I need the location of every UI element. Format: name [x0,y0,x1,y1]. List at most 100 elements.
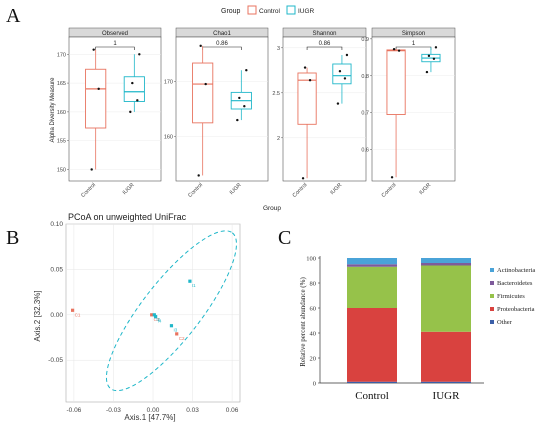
data-point [197,174,200,177]
legend-swatch [490,320,494,324]
data-point [392,47,396,51]
y-tick-label: 0.7 [361,111,369,117]
stack-segment-proteobacteria [421,331,471,382]
legend-swatch [490,281,494,285]
stack-segment-proteobacteria [347,308,397,382]
y-tick-label: 150 [57,167,66,173]
y-tick-label: 170 [164,79,173,85]
alpha-x-axis-label: Group [263,205,281,212]
box-control [386,49,406,115]
legend-swatch [490,268,494,272]
y-tick-label: 0.6 [361,148,369,154]
data-point [138,53,141,56]
y-tick-label: 155 [57,139,66,145]
data-point [434,46,438,49]
sample-point [175,332,179,336]
stack-segment-firmicutes [421,265,471,332]
data-point [236,118,239,122]
x-tick-label: IUGR [418,182,432,196]
sample-point [169,324,174,328]
sample-label: C1 [75,312,81,317]
x-tick-label: IUGR [122,182,136,196]
y-tick-label: 80 [310,281,317,288]
stack-segment-bacteroidetes [347,264,397,267]
alpha-diversity-panel: Group Control IUGR Alpha Diversity Measu… [50,5,456,212]
pcoa-title: PCoA on unweighted UniFrac [68,212,187,222]
sample-label: I2 [156,317,160,322]
significance-bracket [306,46,343,50]
x-tick-label: 0.00 [147,407,160,414]
facet-frame [68,36,162,182]
facet-title: Simpson [402,31,425,37]
data-point [136,99,139,102]
x-tick-label: IUGR [329,182,343,196]
y-tick-label: 60 [310,306,317,313]
data-point [204,82,207,86]
y-tick-label: 2 [277,136,280,142]
data-point [301,177,305,180]
legend-swatch [490,294,494,298]
data-point [432,57,436,60]
legend-swatch [490,307,494,311]
p-value-label: 1 [412,41,416,47]
data-point [390,176,394,179]
y-tick-label: 3 [277,46,280,52]
legend-label: Bacteroidetes [497,280,533,287]
p-value-label: 1 [113,41,117,47]
stack-segment-other [347,381,397,383]
data-point [129,110,132,114]
data-point [243,105,246,108]
y-tick-label: 160 [164,135,173,141]
y-tick-label: 100 [306,256,316,263]
y-tick-label: 0 [313,381,316,388]
pcoa-panel: PCoA on unweighted UniFrac Axis.1 [47.7%… [33,212,241,422]
y-tick-label: 0.00 [50,312,63,319]
data-point [397,49,401,52]
y-tick-label: 165 [57,81,66,87]
legend-control-key [247,5,257,15]
facet-frame [175,36,269,182]
legend-title: Group [221,8,241,15]
pcoa-x-axis-label: Axis.1 [47.7%] [124,413,175,422]
abundance-y-axis-label: Relative percent abundance (%) [299,277,307,367]
y-tick-label: 0.10 [50,221,63,228]
p-value-label: 0.86 [216,41,228,47]
box-iugr [332,63,352,85]
legend-iugr-key [286,5,296,15]
y-tick-label: 160 [57,110,66,116]
x-category-label: Control [355,390,389,402]
sample-point [188,279,192,283]
data-point [336,102,340,105]
sample-point [70,308,75,312]
y-tick-label: 2.5 [272,91,280,97]
data-point [427,54,431,58]
x-tick-label: IUGR [229,182,243,196]
legend-label: Firmicutes [497,293,525,300]
data-point [308,79,312,82]
legend-control-label: Control [259,8,281,15]
y-tick-label: 0.9 [361,37,369,43]
facet-frame [282,36,367,182]
x-tick-label: Control [80,182,97,199]
x-tick-label: -0.06 [66,407,81,414]
data-point [90,168,93,171]
y-tick-label: 0.05 [50,266,63,273]
sample-point [150,313,154,317]
y-tick-label: 40 [310,331,317,338]
data-point [245,69,248,72]
x-tick-label: Control [187,182,204,199]
x-tick-label: Control [381,182,398,199]
y-tick-label: 0.8 [361,74,369,80]
y-tick-label: 20 [310,356,317,363]
legend-label: Actinobacteria [497,267,535,274]
x-tick-label: Control [292,182,309,199]
x-tick-label: 0.06 [226,407,239,414]
sample-label: I4 [158,319,162,324]
stack-segment-firmicutes [347,266,397,308]
data-point [345,53,349,57]
sample-point [152,313,156,317]
x-category-label: IUGR [433,390,461,402]
stack-segment-actinobacteria [347,258,397,265]
stack-segment-other [421,381,471,383]
legend-iugr-label: IUGR [298,8,315,15]
